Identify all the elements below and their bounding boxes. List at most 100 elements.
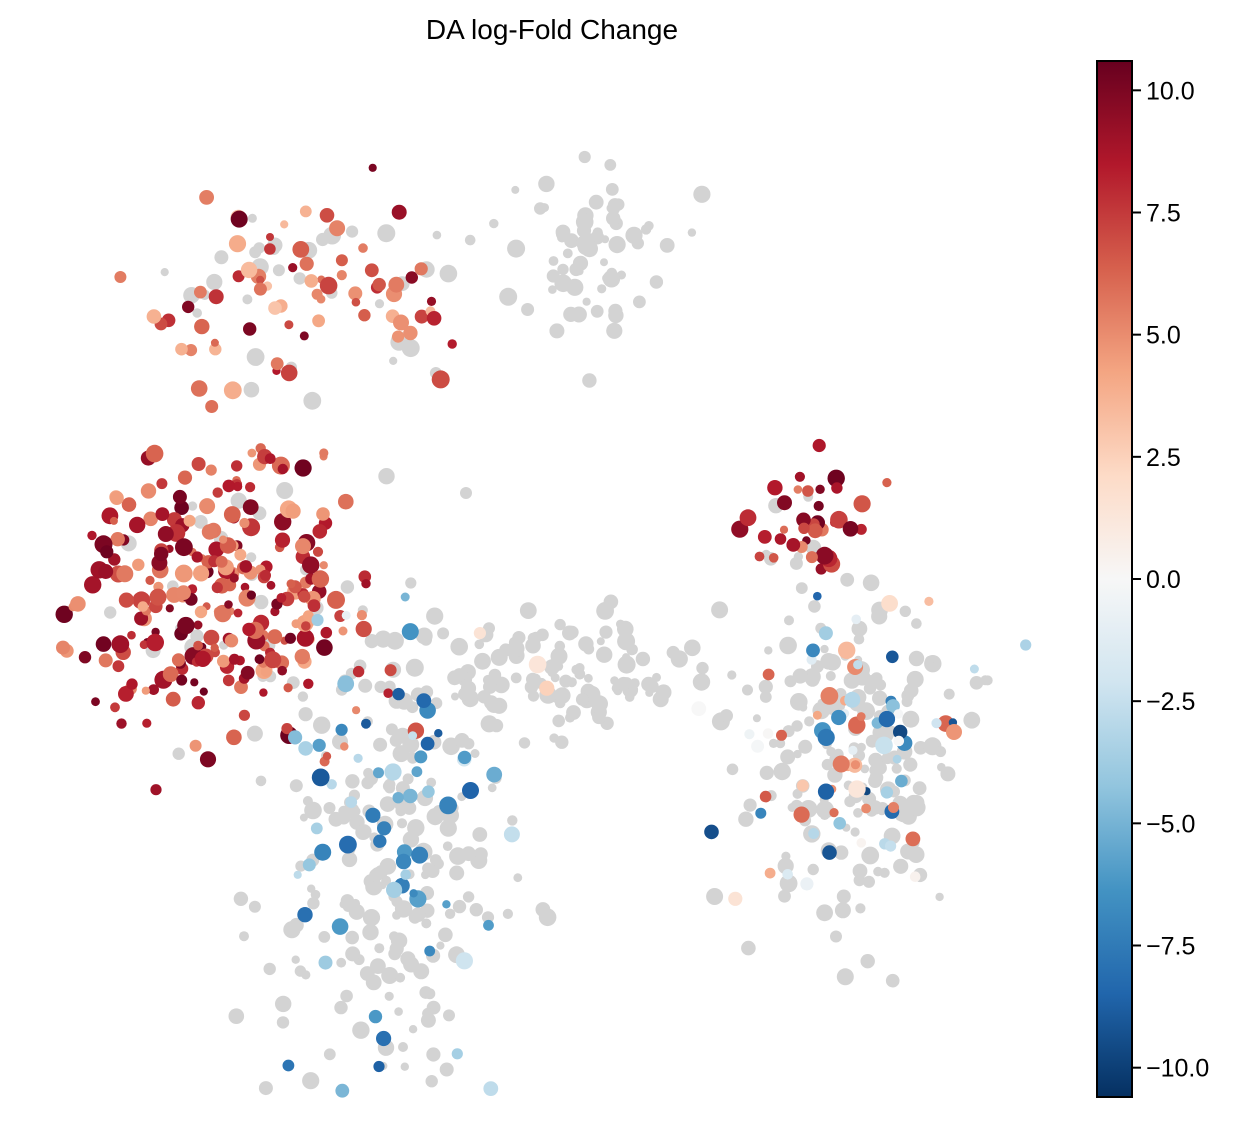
- background-point: [659, 238, 675, 253]
- da-point: [165, 604, 174, 613]
- background-point: [548, 256, 559, 266]
- da-point: [193, 620, 203, 630]
- background-point: [304, 801, 322, 820]
- background-point: [408, 1025, 418, 1034]
- background-point: [547, 668, 556, 678]
- da-point: [226, 729, 242, 746]
- da-point: [844, 691, 861, 708]
- background-point: [606, 211, 621, 226]
- da-point: [114, 271, 127, 283]
- background-point: [422, 862, 434, 875]
- da-point: [183, 514, 196, 527]
- background-point: [773, 762, 791, 781]
- background-point: [893, 858, 909, 874]
- da-point: [796, 779, 809, 792]
- background-point: [743, 798, 757, 812]
- da-point: [154, 546, 169, 562]
- background-point: [903, 683, 919, 698]
- da-point: [827, 469, 845, 487]
- da-point: [880, 786, 894, 799]
- da-point: [240, 261, 258, 279]
- background-point: [752, 714, 761, 723]
- da-point: [259, 688, 268, 697]
- da-point: [239, 560, 253, 573]
- background-point: [764, 646, 773, 655]
- da-point: [392, 687, 405, 701]
- background-point: [429, 854, 442, 866]
- background-point: [550, 647, 568, 665]
- background-point: [386, 631, 404, 650]
- da-point: [439, 796, 457, 815]
- background-point: [511, 185, 520, 194]
- da-point: [116, 718, 127, 729]
- background-point: [885, 973, 900, 988]
- background-point: [385, 723, 398, 736]
- da-point: [420, 736, 435, 751]
- background-point: [655, 684, 672, 701]
- da-point: [356, 610, 367, 621]
- da-point: [384, 763, 402, 781]
- background-point: [742, 684, 753, 696]
- da-point: [348, 286, 363, 301]
- da-point: [755, 807, 767, 819]
- background-point: [449, 865, 465, 881]
- da-point: [728, 891, 743, 906]
- da-point: [893, 735, 905, 747]
- background-point: [487, 783, 497, 793]
- background-point: [452, 899, 467, 914]
- da-point: [345, 796, 358, 808]
- background-point: [512, 635, 523, 645]
- da-point: [838, 641, 856, 659]
- da-point: [340, 742, 349, 751]
- background-point: [790, 693, 808, 711]
- da-point: [833, 817, 846, 830]
- background-point: [336, 957, 347, 968]
- background-point: [853, 633, 865, 645]
- background-point: [263, 962, 276, 976]
- da-point: [223, 381, 242, 400]
- background-point: [530, 673, 541, 684]
- da-point: [150, 784, 162, 796]
- da-point: [377, 821, 392, 836]
- da-point: [395, 853, 412, 870]
- da-point: [853, 495, 871, 513]
- da-point: [224, 634, 239, 648]
- da-point: [267, 629, 283, 644]
- background-point: [276, 482, 294, 499]
- background-point: [834, 902, 851, 919]
- da-point: [817, 783, 835, 800]
- background-point: [862, 875, 876, 888]
- da-point: [946, 724, 962, 740]
- background-point: [935, 746, 947, 758]
- da-point: [229, 573, 239, 583]
- da-point: [194, 605, 208, 619]
- background-point: [379, 796, 396, 812]
- da-point: [405, 271, 418, 284]
- da-point: [376, 1030, 392, 1047]
- da-point: [302, 556, 320, 574]
- background-point: [474, 639, 485, 650]
- da-point: [100, 545, 114, 559]
- da-point: [392, 792, 404, 804]
- background-point: [789, 556, 803, 570]
- background-point: [601, 235, 610, 244]
- da-point: [299, 205, 312, 218]
- background-point: [477, 690, 491, 704]
- background-point: [474, 652, 491, 670]
- da-point: [162, 666, 179, 683]
- background-point: [358, 678, 373, 693]
- background-point: [439, 264, 458, 283]
- da-point: [201, 524, 218, 540]
- background-point: [413, 963, 430, 980]
- da-point: [820, 687, 839, 705]
- da-point: [885, 840, 897, 852]
- background-point: [513, 873, 523, 883]
- da-point: [757, 530, 772, 544]
- da-point: [126, 678, 138, 690]
- da-point: [403, 325, 418, 341]
- da-point: [842, 521, 859, 537]
- background-point: [521, 303, 535, 316]
- background-point: [437, 627, 450, 640]
- background-point: [603, 594, 619, 610]
- background-point: [791, 720, 803, 732]
